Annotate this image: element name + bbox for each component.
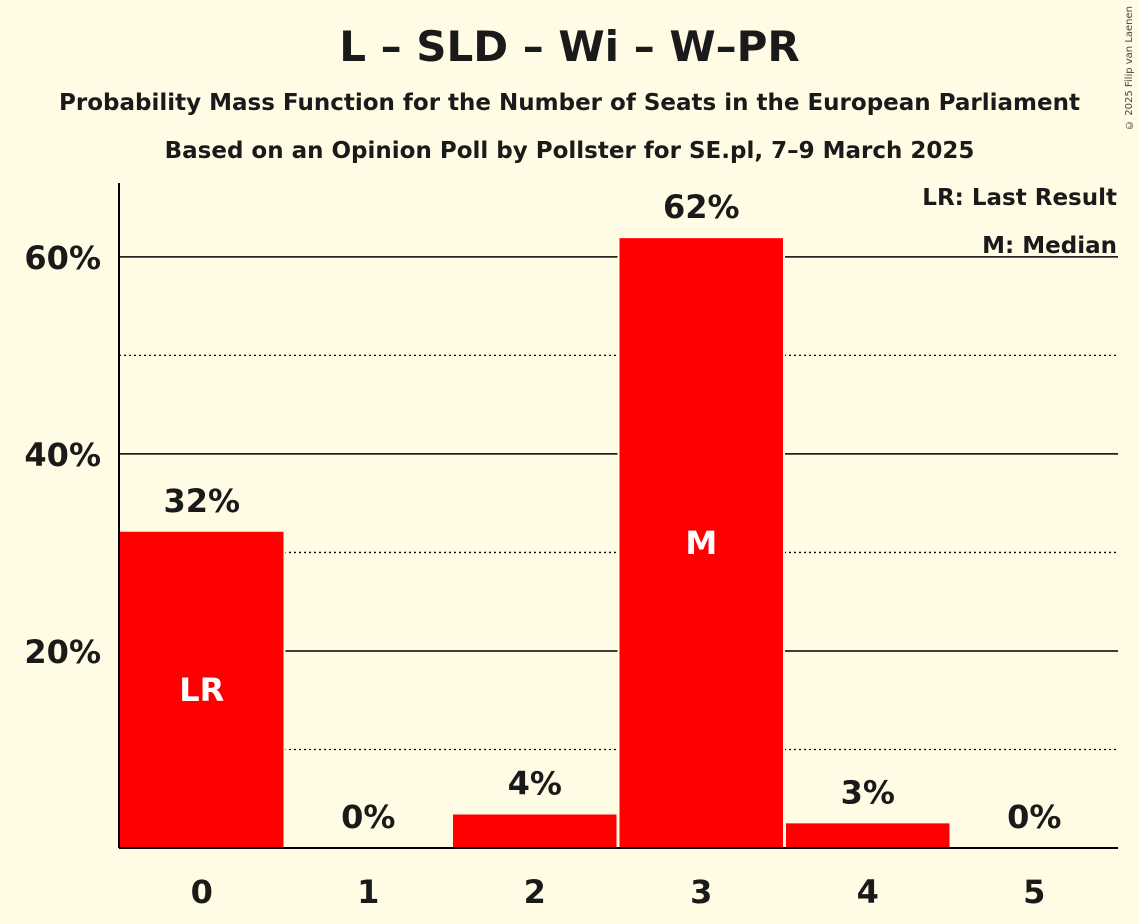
legend-median: M: Median: [982, 233, 1117, 259]
data-label: 3%: [841, 773, 895, 811]
chart-source-subtitle: Based on an Opinion Poll by Pollster for…: [164, 138, 975, 164]
bar-marker-lr: LR: [179, 671, 224, 709]
data-label: 0%: [1007, 798, 1061, 836]
legend-last-result: LR: Last Result: [922, 185, 1117, 211]
data-label: 62%: [663, 188, 740, 226]
bar-marker-m: M: [685, 524, 717, 562]
x-tick-label: 3: [690, 873, 712, 911]
data-label: 0%: [341, 798, 395, 836]
bar-2: [453, 814, 617, 848]
chart-subtitle: Probability Mass Function for the Number…: [59, 90, 1080, 116]
x-tick-label: 4: [857, 873, 879, 911]
y-tick-label: 60%: [24, 239, 101, 277]
x-tick-label: 1: [357, 873, 379, 911]
bar-3: [619, 238, 783, 849]
x-tick-label: 5: [1023, 873, 1045, 911]
bar-0: [120, 531, 284, 848]
chart-title: L – SLD – Wi – W–PR: [339, 22, 800, 71]
y-tick-label: 40%: [24, 436, 101, 474]
x-tick-label: 2: [524, 873, 546, 911]
data-label: 4%: [508, 765, 562, 803]
x-tick-label: 0: [191, 873, 213, 911]
y-tick-label: 20%: [24, 633, 101, 671]
data-label: 32%: [163, 482, 240, 520]
bar-4: [786, 823, 950, 848]
